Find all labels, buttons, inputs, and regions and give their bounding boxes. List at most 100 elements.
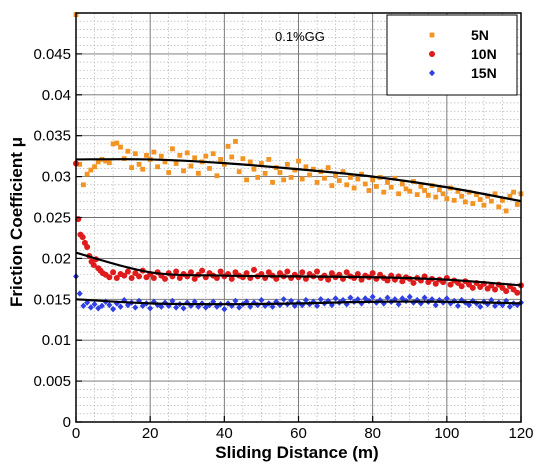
data-point-15n [454,302,461,310]
data-point-5n [129,165,135,171]
data-point-10n [458,283,465,290]
legend-marker-15n [429,69,435,77]
data-point-5n [281,177,287,183]
data-point-5n [459,193,465,199]
legend-label-10n: 10N [471,46,497,62]
data-point-5n [437,187,442,193]
data-point-15n [147,305,154,312]
data-point-15n [399,295,406,302]
data-point-5n [173,161,179,166]
data-point-15n [110,305,117,313]
data-point-10n [432,280,439,287]
data-point-15n [466,301,473,309]
data-point-10n [273,275,280,282]
data-point-10n [399,278,406,285]
data-point-5n [299,176,305,182]
y-tick-label: 0.03 [42,169,71,186]
data-point-5n [451,197,457,203]
data-point-5n [88,167,94,173]
chart-annotation: 0.1%GG [275,29,325,44]
x-axis-title: Sliding Distance (m) [215,443,378,462]
fit-lines [75,158,522,306]
data-point-15n [269,303,276,310]
data-point-5n [381,189,387,195]
y-tick-label: 0.005 [33,373,71,390]
data-point-10n [173,268,180,275]
x-tick-labels: 0 20 40 60 80 100 120 [72,425,534,442]
data-point-10n [469,284,476,291]
data-point-10n [492,286,499,293]
data-point-5n [84,171,90,177]
data-point-5n [514,202,520,207]
data-point-15n [302,296,309,304]
data-point-5n [433,194,439,200]
data-point-5n [366,188,372,193]
data-point-10n [314,268,321,275]
data-point-5n [284,161,290,167]
data-point-10n [217,268,224,275]
data-point-5n [359,171,364,177]
data-point-10n [251,266,257,273]
fit-line-15n [75,298,522,306]
y-tick-label: 0.015 [33,291,71,308]
data-point-5n [177,152,183,158]
data-point-5n [110,141,116,147]
data-point-15n [406,293,413,301]
data-point-15n [124,301,131,309]
legend-label-5n: 5N [471,27,489,43]
y-tick-label: 0.02 [42,250,71,267]
data-point-5n [474,192,479,197]
data-point-5n [288,175,294,180]
data-point-5n [500,197,505,203]
x-tick-label: 80 [364,425,381,442]
data-point-5n [414,192,420,197]
data-point-5n [247,159,253,165]
data-point-5n [292,167,298,173]
data-point-10n [162,275,168,282]
data-point-10n [328,270,335,277]
y-tick-label: 0 [63,414,71,431]
data-point-15n [506,303,513,310]
data-point-10n [243,270,250,277]
data-point-5n [144,152,149,158]
data-point-15n [369,293,376,301]
data-point-5n [425,193,431,198]
data-point-10n [228,275,235,282]
data-point-15n [87,304,94,311]
data-point-5n [322,175,327,181]
data-point-15n [80,302,87,310]
data-point-5n [310,166,316,172]
y-tick-label: 0.025 [33,210,71,227]
data-point-5n [314,179,320,185]
data-point-5n [184,150,190,156]
data-point-10n [124,268,131,275]
data-point-5n [492,191,498,197]
data-point-5n [118,144,123,150]
data-point-10n [299,269,306,276]
data-point-5n [355,176,361,182]
data-point-15n [314,302,321,310]
data-point-15n [106,301,113,309]
data-point-10n [410,279,417,286]
data-point-10n [106,274,113,281]
data-point-5n [259,161,264,166]
data-point-10n [79,234,86,241]
data-point-5n [225,143,231,149]
data-point-10n [199,267,206,274]
data-point-5n [262,170,268,176]
data-point-10n [128,275,135,282]
data-point-5n [207,166,212,171]
data-point-5n [351,185,357,191]
x-tick-label: 0 [72,425,80,442]
legend-marker-5n [429,32,435,38]
data-point-5n [233,139,238,144]
data-point-15n [132,304,139,311]
data-point-15n [421,294,428,301]
data-point-15n [280,296,287,303]
data-point-10n [384,277,391,284]
data-point-15n [180,305,187,312]
legend: 5N 10N 15N [386,14,518,96]
data-point-5n [218,157,224,162]
data-point-5n [95,159,101,165]
